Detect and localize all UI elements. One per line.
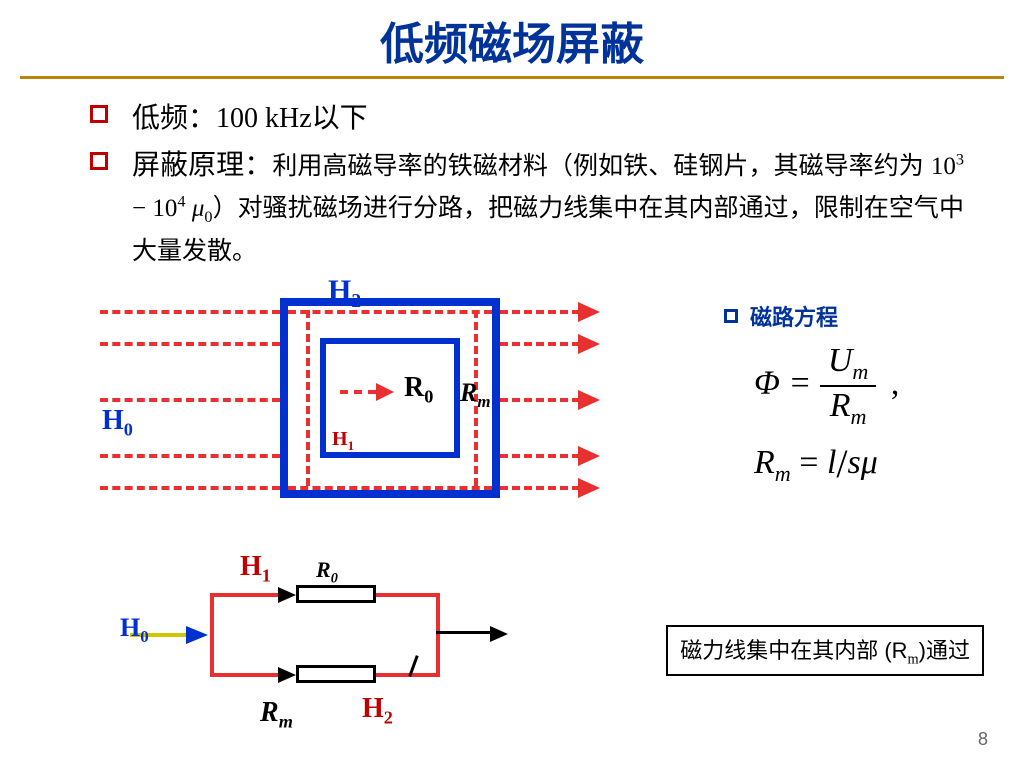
b2-label: 屏蔽原理： <box>132 149 272 180</box>
label-H2: H2 <box>328 274 361 313</box>
bullet-2: 屏蔽原理：利用高磁导率的铁磁材料（例如铁、硅钢片，其磁导率约为 103 − 10… <box>90 144 964 271</box>
exp-dash: − 10 <box>132 195 177 222</box>
eq-legend-text: 磁路方程 <box>750 300 838 332</box>
circ-Rm: Rm <box>260 697 293 733</box>
circ-H0: H0 <box>120 613 149 647</box>
b1-value: 100 kHz以下 <box>216 103 368 134</box>
circ-H1: H1 <box>240 551 271 587</box>
label-R0: R0 <box>404 372 433 408</box>
b2-text-b: ）对骚扰磁场进行分路，把磁力线集中在其内部通过，限制在空气中大量发散。 <box>132 194 964 265</box>
bullet-icon <box>90 152 108 170</box>
note-box: 磁力线集中在其内部 (Rm)通过 <box>666 625 984 676</box>
exp-sup1: 3 <box>956 151 964 169</box>
equiv-circuit: H0 H1 R0 H2 Rm <box>130 555 530 735</box>
bullet-icon <box>724 309 738 323</box>
shield-diagram: H0 H2 H1 R0 Rm <box>100 280 600 540</box>
mu-sub: 0 <box>204 208 212 226</box>
eq-legend: 磁路方程 <box>724 300 984 332</box>
resistor-Rm <box>296 665 376 683</box>
equation-panel: 磁路方程 Φ = Um Rm , Rm = l/sμ <box>724 300 984 497</box>
label-H1: H1 <box>332 428 354 454</box>
slide-title: 低频磁场屏蔽 <box>0 0 1024 72</box>
equation-1: Φ = Um Rm , <box>754 342 984 430</box>
circ-R0: R0 <box>316 557 338 587</box>
bullet-1: 低频：100 kHz以下 <box>90 97 964 140</box>
mu: μ <box>186 195 205 222</box>
circ-H2: H2 <box>362 693 393 729</box>
resistor-R0 <box>296 585 376 603</box>
label-Rm: Rm <box>460 378 490 412</box>
label-H0: H0 <box>102 405 133 441</box>
b2-text-a: 利用高磁导率的铁磁材料（例如铁、硅钢片，其磁导率约为 <box>272 152 931 180</box>
b1-label: 低频： <box>132 102 216 133</box>
equation-2: Rm = l/sμ <box>754 440 984 487</box>
page-number: 8 <box>978 729 988 750</box>
exp-sup2: 4 <box>177 193 185 211</box>
exp-base: 10 <box>931 153 956 180</box>
bullet-icon <box>90 105 108 123</box>
